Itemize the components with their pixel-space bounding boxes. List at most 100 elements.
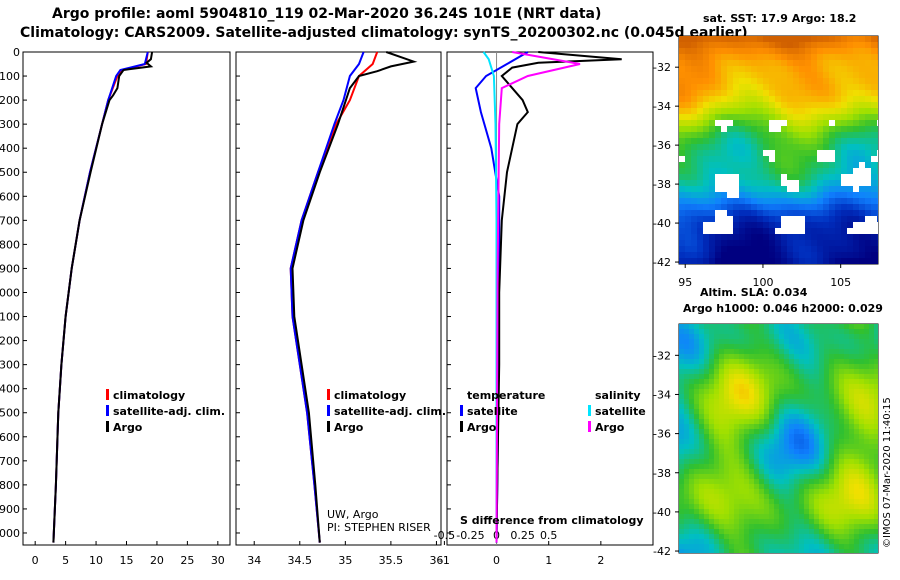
sst-cell <box>727 144 733 150</box>
sst-cell <box>745 42 751 48</box>
sst-cell <box>805 90 811 96</box>
sst-cell <box>727 36 733 42</box>
sla-cell <box>849 474 854 479</box>
sst-cell <box>739 246 745 252</box>
sst-cell <box>799 90 805 96</box>
sla-cell <box>709 444 714 449</box>
sla-cell <box>804 529 809 534</box>
sla-cell <box>794 429 799 434</box>
sst-cell <box>787 174 793 180</box>
sst-cell <box>757 36 763 42</box>
sst-cell <box>733 156 739 162</box>
diff-x-tick-label: 0.25 <box>510 529 535 542</box>
sla-cell <box>734 489 739 494</box>
sla-cell <box>774 374 779 379</box>
sla-cell <box>854 394 859 399</box>
sla-cell <box>849 374 854 379</box>
sst-cell <box>691 186 697 192</box>
sst-cell <box>823 252 829 258</box>
legend-label-satellite-adj: satellite-adj. clim. <box>113 405 225 418</box>
sst-cell <box>703 168 709 174</box>
sst-cell <box>685 96 691 102</box>
sla-cell <box>854 389 859 394</box>
sla-cell <box>779 404 784 409</box>
sla-cell <box>824 494 829 499</box>
sla-cell <box>849 454 854 459</box>
sla-cell <box>724 379 729 384</box>
sla-cell <box>759 454 764 459</box>
sst-cell <box>709 54 715 60</box>
sst-cell <box>679 108 685 114</box>
sst-cell <box>805 48 811 54</box>
sst-cell <box>799 144 805 150</box>
sla-cell <box>814 539 819 544</box>
sst-cell <box>727 240 733 246</box>
sst-cell <box>817 108 823 114</box>
sst-cell <box>691 150 697 156</box>
sst-cell <box>733 258 739 264</box>
sla-cell <box>689 449 694 454</box>
sla-cell <box>809 499 814 504</box>
sla-cell <box>779 539 784 544</box>
series-line-argo <box>52 51 154 543</box>
sst-cell <box>757 108 763 114</box>
sla-cell <box>844 454 849 459</box>
sst-cell <box>811 168 817 174</box>
sla-cell <box>754 539 759 544</box>
sst-cell <box>781 132 787 138</box>
sst-cell <box>847 240 853 246</box>
sla-cell <box>704 439 709 444</box>
sla-cell <box>814 369 819 374</box>
sla-cell <box>854 494 859 499</box>
sst-cell <box>793 180 799 186</box>
sst-cell <box>739 174 745 180</box>
sst-cell <box>823 180 829 186</box>
sla-cell <box>709 389 714 394</box>
sst-cell <box>757 240 763 246</box>
sla-cell <box>774 329 779 334</box>
sst-cell <box>793 150 799 156</box>
sst-cell <box>877 204 878 210</box>
sst-cell <box>811 222 817 228</box>
sla-cell <box>684 364 689 369</box>
sst-cell <box>769 132 775 138</box>
sst-cell <box>757 156 763 162</box>
sst-cell <box>715 204 721 210</box>
sst-cell <box>787 36 793 42</box>
sst-cell <box>679 132 685 138</box>
sst-cell <box>823 78 829 84</box>
sla-cell <box>684 389 689 394</box>
sla-cell <box>829 459 834 464</box>
sla-cell <box>869 544 874 549</box>
sla-cell <box>794 394 799 399</box>
sst-cell <box>757 66 763 72</box>
sst-cell <box>685 102 691 108</box>
sla-cell <box>844 424 849 429</box>
sla-cell <box>729 444 734 449</box>
sla-cell <box>829 504 834 509</box>
sla-cell <box>724 354 729 359</box>
sst-cell <box>859 222 865 228</box>
sst-cell <box>697 258 703 264</box>
sla-cell <box>709 414 714 419</box>
sla-cell <box>684 474 689 479</box>
sst-cell <box>691 90 697 96</box>
sst-cell <box>829 42 835 48</box>
sst-cell <box>793 108 799 114</box>
sla-cell <box>834 419 839 424</box>
sla-cell <box>724 324 729 329</box>
sst-cell <box>805 132 811 138</box>
sla-cell <box>794 474 799 479</box>
sst-cell <box>757 192 763 198</box>
sla-cell <box>784 379 789 384</box>
sla-cell <box>679 414 684 419</box>
sst-cell <box>727 126 733 132</box>
sla-cell <box>809 394 814 399</box>
sst-cell <box>763 36 769 42</box>
sla-cell <box>699 339 704 344</box>
sla-cell <box>769 539 774 544</box>
sla-cell <box>749 534 754 539</box>
sst-cell <box>757 162 763 168</box>
sst-cell <box>757 222 763 228</box>
sla-cell <box>684 379 689 384</box>
